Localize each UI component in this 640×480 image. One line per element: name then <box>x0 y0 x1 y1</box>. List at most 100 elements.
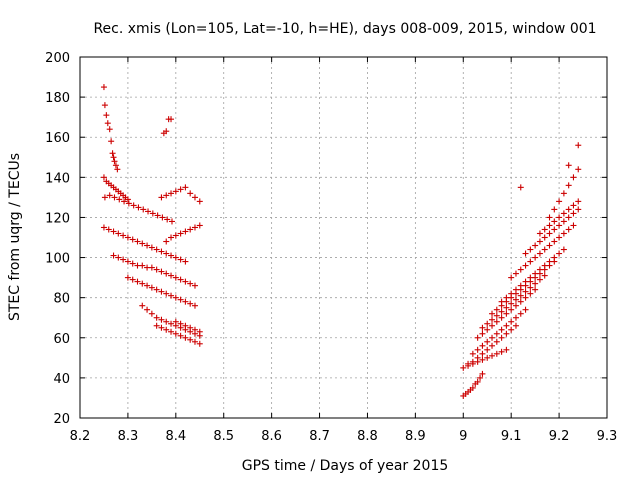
data-point <box>177 320 184 327</box>
data-point <box>163 128 170 135</box>
data-point <box>191 224 198 231</box>
data-point <box>144 242 151 249</box>
data-point <box>158 248 165 255</box>
x-tick-label: 9.2 <box>549 429 570 444</box>
data-point <box>115 230 122 237</box>
data-point <box>120 256 127 263</box>
data-point <box>134 278 141 285</box>
data-point <box>541 262 548 269</box>
data-point <box>172 188 179 195</box>
y-axis-label: STEC from uqrg / TECUs <box>7 153 23 321</box>
data-point <box>493 330 500 337</box>
data-point <box>546 214 553 221</box>
y-tick-label: 180 <box>45 91 70 106</box>
data-point <box>508 326 515 333</box>
data-point <box>148 264 155 271</box>
y-tick-label: 60 <box>53 332 70 347</box>
data-point <box>168 272 175 279</box>
data-point <box>177 296 184 303</box>
data-point <box>527 290 534 297</box>
data-point <box>110 252 117 259</box>
data-point <box>182 322 189 329</box>
data-point <box>512 322 519 329</box>
data-point <box>469 358 476 365</box>
data-point <box>479 342 486 349</box>
data-point <box>196 340 203 347</box>
data-point <box>522 262 529 269</box>
data-point <box>153 246 160 253</box>
data-point <box>575 142 582 149</box>
data-point <box>541 234 548 241</box>
data-point <box>182 334 189 341</box>
x-tick-label: 8.4 <box>165 429 186 444</box>
data-point <box>163 250 170 257</box>
data-point <box>168 292 175 299</box>
data-point <box>172 330 179 337</box>
data-point <box>489 334 496 341</box>
data-point <box>541 246 548 253</box>
data-point <box>474 346 481 353</box>
y-tick-label: 140 <box>45 171 70 186</box>
data-point <box>479 330 486 337</box>
data-point <box>191 338 198 345</box>
data-point <box>154 212 161 219</box>
grid <box>80 57 607 418</box>
data-points <box>100 84 582 399</box>
x-tick-label: 8.6 <box>261 429 282 444</box>
data-point <box>108 138 115 145</box>
data-point <box>527 258 534 265</box>
data-point <box>177 256 184 263</box>
data-point <box>129 276 136 283</box>
data-point <box>541 272 548 279</box>
data-point <box>474 378 481 385</box>
data-point <box>158 316 165 323</box>
data-point <box>517 184 524 191</box>
data-point <box>479 370 486 377</box>
data-point <box>177 276 184 283</box>
data-point <box>551 206 558 213</box>
data-point <box>536 266 543 273</box>
x-tick-label: 9.3 <box>597 429 618 444</box>
data-point <box>551 254 558 261</box>
data-point <box>527 274 534 281</box>
data-point <box>469 384 476 391</box>
data-point <box>489 316 496 323</box>
data-point <box>493 350 500 357</box>
data-point <box>503 322 510 329</box>
data-point <box>532 254 539 261</box>
data-point <box>570 202 577 209</box>
data-point <box>182 184 189 191</box>
data-point <box>124 196 131 203</box>
data-point <box>565 226 572 233</box>
data-point <box>503 304 510 311</box>
data-point <box>498 298 505 305</box>
data-point <box>187 280 194 287</box>
data-point <box>182 228 189 235</box>
data-point <box>560 246 567 253</box>
data-point <box>153 322 160 329</box>
data-point <box>493 318 500 325</box>
y-tick-label: 120 <box>45 211 70 226</box>
data-point <box>148 284 155 291</box>
data-point <box>168 218 175 225</box>
data-point <box>522 288 529 295</box>
data-point <box>498 334 505 341</box>
data-point <box>153 266 160 273</box>
data-point <box>172 294 179 301</box>
data-point <box>484 326 491 333</box>
data-point <box>168 190 175 197</box>
data-point <box>551 226 558 233</box>
data-point <box>479 350 486 357</box>
data-point <box>503 330 510 337</box>
data-point <box>493 338 500 345</box>
data-point <box>100 174 107 181</box>
data-point <box>163 318 170 325</box>
data-point <box>493 312 500 319</box>
data-point <box>144 282 151 289</box>
data-point <box>153 286 160 293</box>
data-point <box>532 286 539 293</box>
data-point <box>474 354 481 361</box>
data-point <box>460 364 467 371</box>
data-point <box>508 306 515 313</box>
